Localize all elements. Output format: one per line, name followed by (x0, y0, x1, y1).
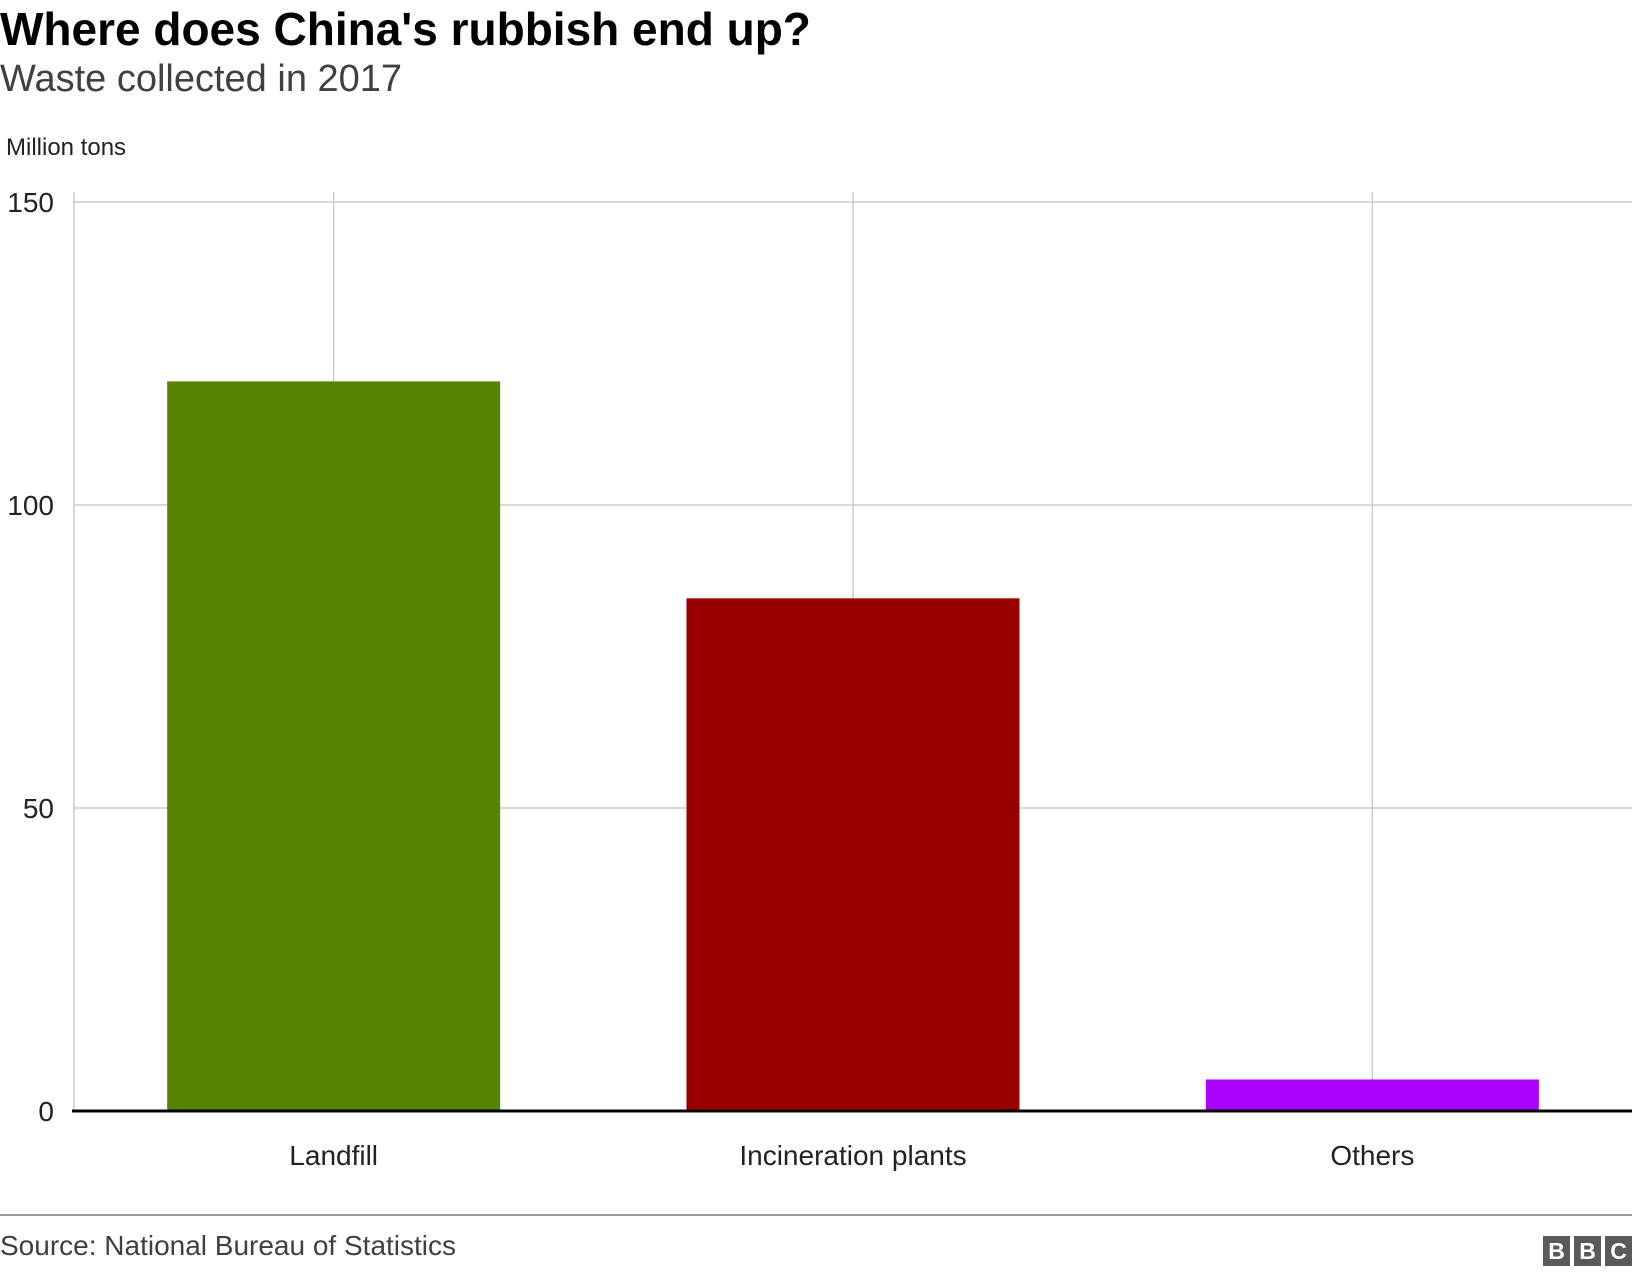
bbc-logo: B B C (1543, 1236, 1632, 1266)
footer-divider (0, 1214, 1632, 1216)
chart-title: Where does China's rubbish end up? (0, 3, 811, 55)
y-tick-label: 150 (7, 187, 54, 218)
y-tick-label: 50 (23, 793, 54, 824)
bbc-logo-letter: B (1574, 1236, 1601, 1266)
bbc-logo-letter: B (1543, 1236, 1570, 1266)
y-tick-label: 100 (7, 490, 54, 521)
bar-incineration-plants (686, 598, 1020, 1111)
y-tick-label: 0 (38, 1096, 54, 1127)
chart-subtitle: Waste collected in 2017 (0, 58, 403, 100)
x-category-label: Others (1330, 1140, 1414, 1171)
x-category-label: Incineration plants (739, 1140, 966, 1171)
y-axis-unit-label: Million tons (6, 134, 127, 161)
axes (72, 192, 1632, 1113)
x-category-label: Landfill (289, 1140, 378, 1171)
bbc-logo-letter: C (1605, 1236, 1632, 1266)
bar-chart: 0 50 100 150 Landfill Incineration plants Othe… (7, 187, 1632, 1171)
source-note: Source: National Bureau of Statistics (0, 1230, 457, 1261)
bar-landfill (167, 381, 501, 1112)
bars (167, 381, 1539, 1112)
axis-labels: 0 50 100 150 Landfill Incineration plants Othe… (7, 187, 1414, 1171)
bar-others (1205, 1079, 1539, 1111)
